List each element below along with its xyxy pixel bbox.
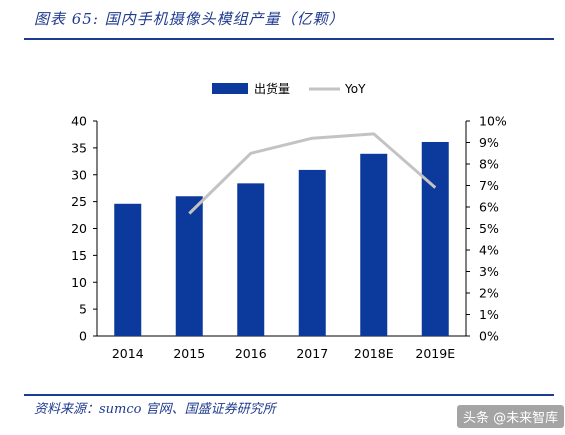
left-tick-label: 25 bbox=[71, 194, 87, 209]
left-tick-label: 15 bbox=[71, 248, 87, 263]
left-tick-label: 20 bbox=[71, 221, 87, 236]
title-divider bbox=[24, 38, 554, 40]
right-tick-label: 6% bbox=[479, 200, 499, 215]
left-tick-label: 0 bbox=[79, 329, 87, 344]
x-tick-labels: 2014 2015 2016 2017 2018E 2019E bbox=[112, 346, 455, 361]
right-tick-label: 4% bbox=[479, 243, 499, 258]
left-tick-label: 30 bbox=[71, 167, 87, 182]
legend-line-label: YoY bbox=[344, 82, 366, 96]
source-divider bbox=[24, 394, 554, 396]
x-tick-label: 2019E bbox=[415, 346, 455, 361]
bar bbox=[298, 169, 326, 336]
right-tick-label: 9% bbox=[479, 135, 499, 150]
chart-canvas: 出货量 YoY 0 5 10 15 20 25 30 35 40 0% 1% 2% 3% 4% 5% 6% 7… bbox=[71, 81, 507, 361]
x-tick-label: 2015 bbox=[173, 346, 205, 361]
source-note: 资料来源：sumco 官网、国盛证券研究所 bbox=[34, 402, 276, 417]
x-tick-label: 2017 bbox=[296, 346, 328, 361]
left-tick-label: 10 bbox=[71, 275, 87, 290]
x-tick-label: 2018E bbox=[354, 346, 394, 361]
legend: 出货量 YoY bbox=[212, 81, 366, 96]
left-tick-label: 35 bbox=[71, 140, 87, 155]
watermark: 头条 @未来智库 bbox=[457, 405, 565, 428]
right-tick-label: 5% bbox=[479, 221, 499, 236]
legend-bar-swatch bbox=[212, 83, 248, 94]
x-tick-label: 2016 bbox=[235, 346, 267, 361]
left-tick-label: 5 bbox=[79, 302, 87, 317]
line-series bbox=[188, 132, 437, 215]
bar bbox=[114, 203, 142, 336]
right-y-ticks: 0% 1% 2% 3% 4% 5% 6% 7% 8% 9% 10% bbox=[466, 114, 507, 344]
right-tick-label: 7% bbox=[479, 178, 499, 193]
left-y-ticks: 0 5 10 15 20 25 30 35 40 bbox=[71, 114, 97, 344]
bar bbox=[360, 153, 388, 336]
bar-series bbox=[114, 141, 449, 336]
right-tick-label: 8% bbox=[479, 157, 499, 172]
chart-title: 图表 65: 国内手机摄像头模组产量（亿颗） bbox=[34, 10, 345, 28]
right-tick-label: 3% bbox=[479, 264, 499, 279]
bar bbox=[237, 183, 265, 336]
x-tick-label: 2014 bbox=[112, 346, 144, 361]
right-tick-label: 10% bbox=[479, 114, 507, 129]
legend-bar-label: 出货量 bbox=[254, 81, 290, 96]
right-tick-label: 0% bbox=[479, 329, 499, 344]
right-tick-label: 1% bbox=[479, 307, 499, 322]
bar bbox=[175, 196, 203, 336]
bar bbox=[421, 141, 449, 336]
right-tick-label: 2% bbox=[479, 286, 499, 301]
left-tick-label: 40 bbox=[71, 114, 87, 129]
